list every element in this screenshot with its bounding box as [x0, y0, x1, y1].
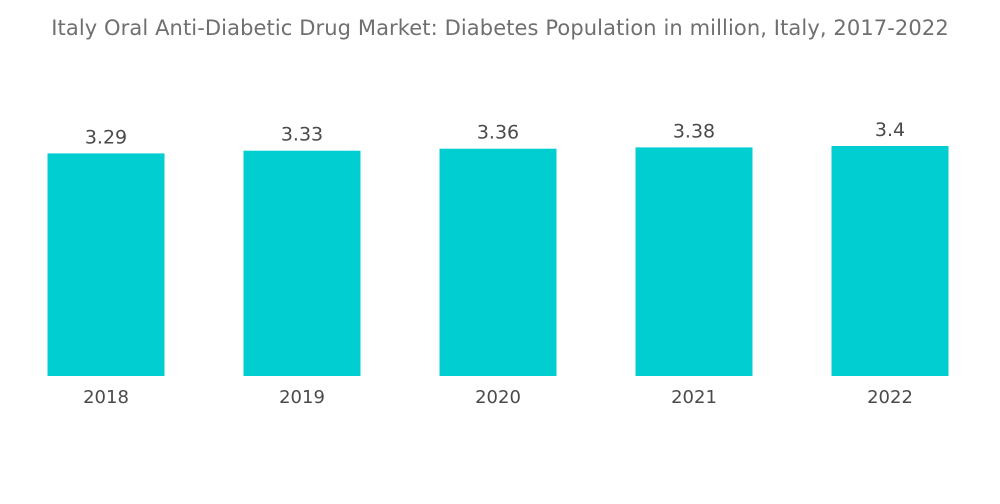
x-tick-label-2022: 2022 [867, 387, 913, 408]
bar-2021 [635, 147, 753, 376]
bar-2022 [831, 146, 949, 376]
value-label-2019: 3.33 [281, 124, 323, 146]
value-label-2021: 3.38 [673, 120, 715, 142]
chart-title: Italy Oral Anti-Diabetic Drug Market: Di… [51, 16, 949, 40]
value-labels-group: 3.29 3.33 3.36 3.38 3.4 [85, 119, 905, 148]
bar-2019 [243, 150, 361, 376]
x-tick-label-2020: 2020 [475, 387, 521, 408]
bars-group [47, 146, 949, 376]
value-label-2022: 3.4 [875, 119, 905, 141]
x-tick-label-2018: 2018 [83, 387, 129, 408]
bar-2018 [47, 153, 165, 376]
x-tick-label-2019: 2019 [279, 387, 325, 408]
bar-2020 [439, 148, 557, 376]
value-label-2018: 3.29 [85, 126, 127, 148]
x-axis-tick-labels: 2018 2019 2020 2021 2022 [83, 387, 913, 408]
value-label-2020: 3.36 [477, 122, 519, 144]
x-tick-label-2021: 2021 [671, 387, 717, 408]
